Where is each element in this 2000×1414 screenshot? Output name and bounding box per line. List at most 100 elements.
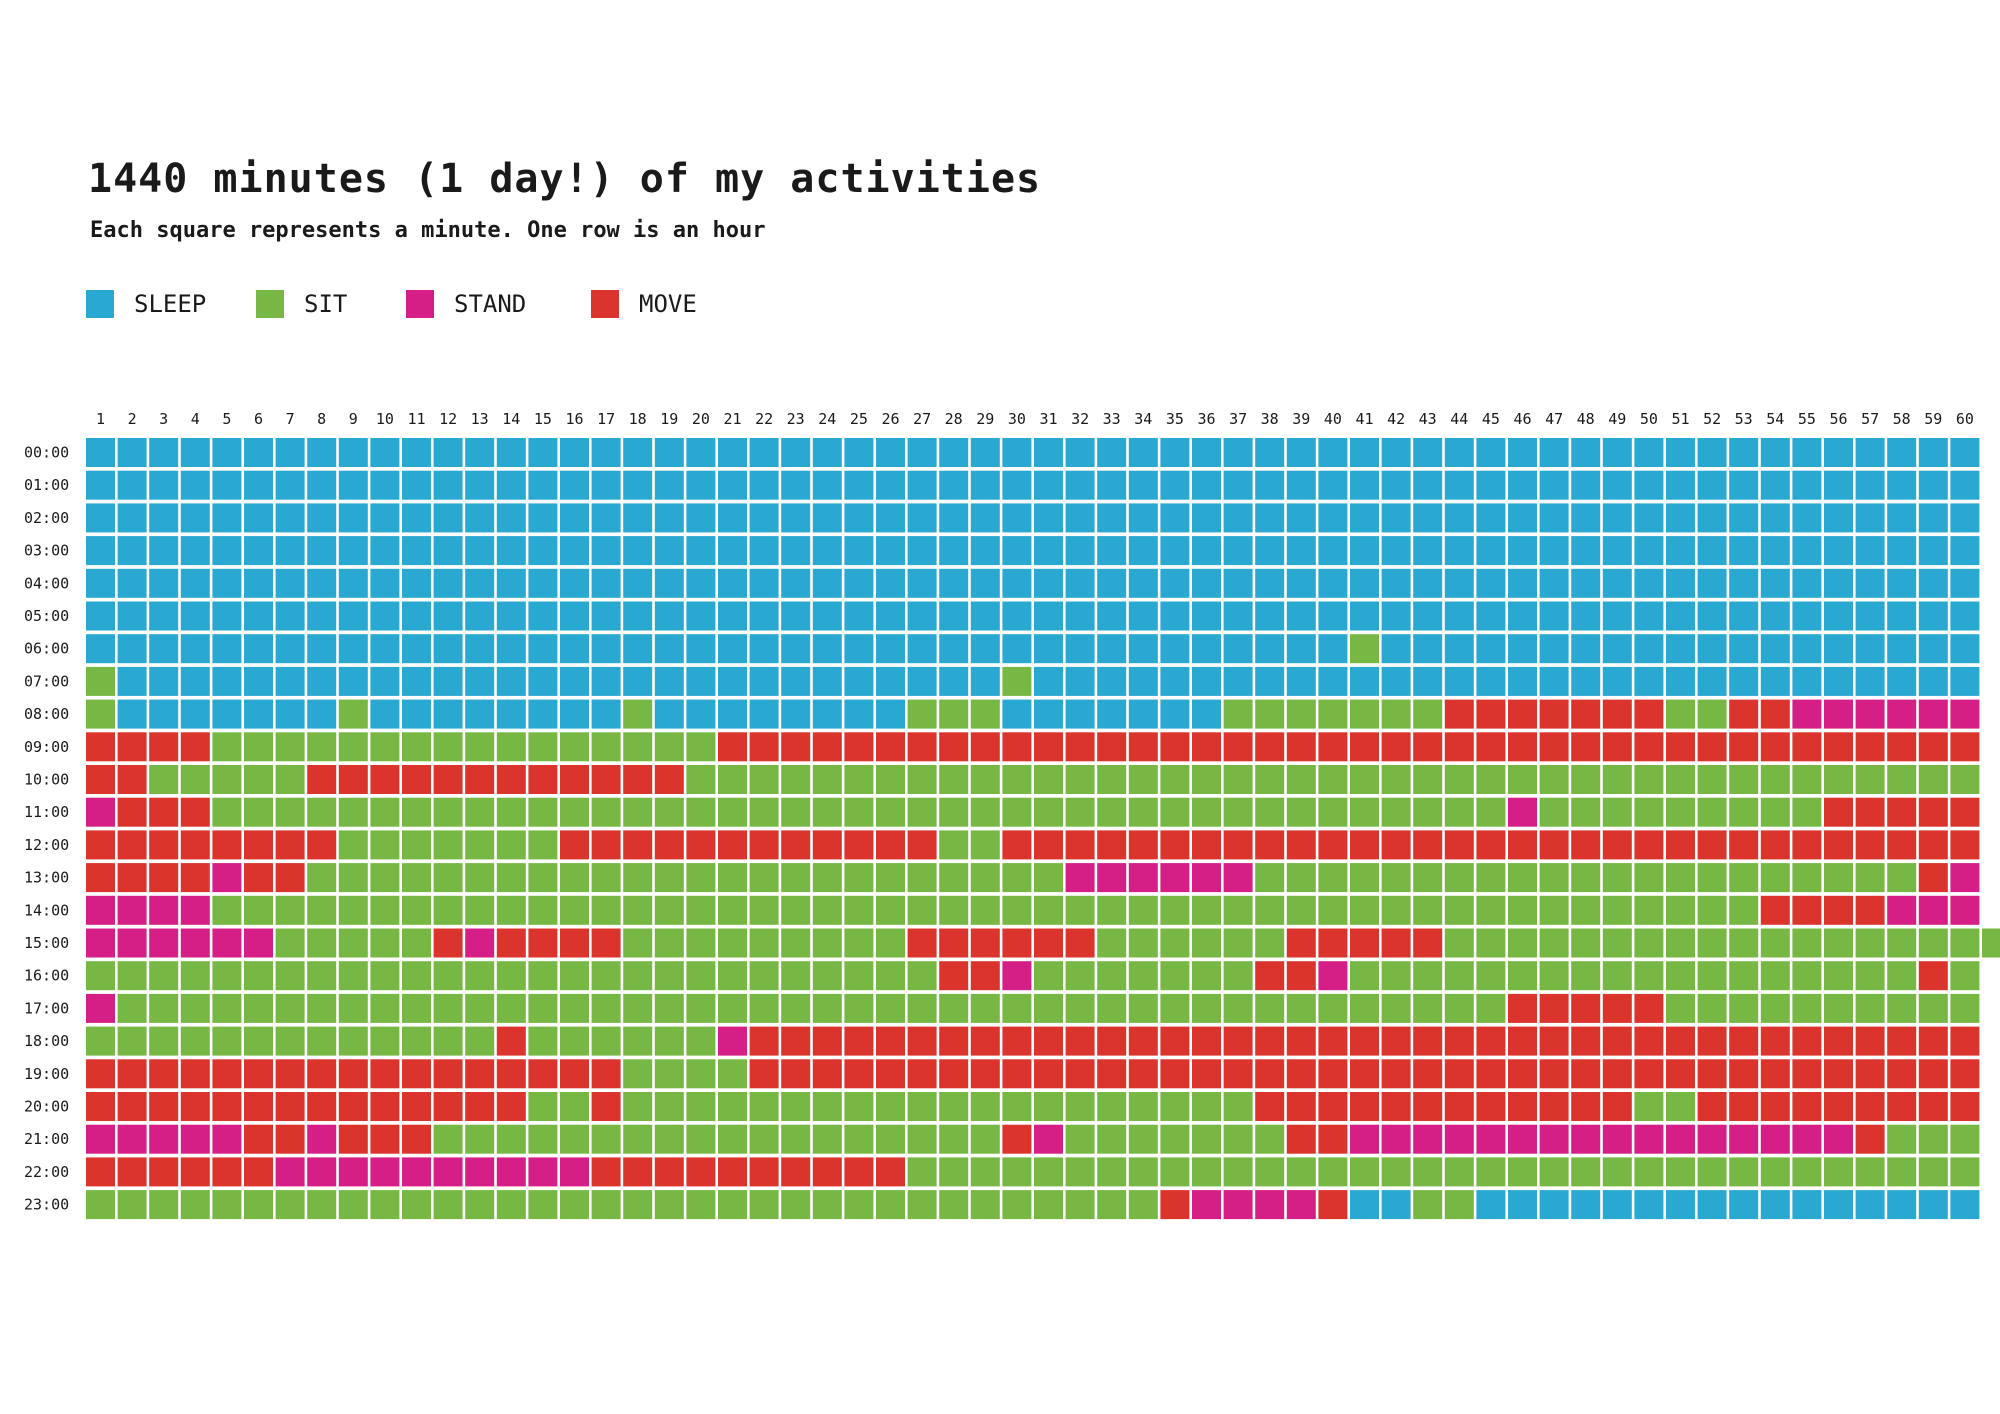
minute-cell: [1255, 961, 1285, 991]
minute-cell: [1128, 797, 1158, 827]
minute-cell: [1350, 863, 1379, 893]
minute-cell: [1666, 503, 1695, 533]
minute-cell: [1223, 830, 1253, 860]
minute-cell: [749, 470, 779, 500]
minute-cell: [1824, 1092, 1853, 1121]
minute-cell: [1634, 797, 1664, 827]
minute-cell: [686, 797, 716, 827]
minute-cell: [1350, 601, 1379, 631]
minute-cell: [1318, 1124, 1348, 1154]
minute-cell: [1539, 1124, 1569, 1154]
minute-cell: [1539, 1157, 1569, 1187]
minute-cell: [907, 1092, 937, 1121]
minute-cell: [1666, 568, 1695, 598]
minute-cell: [1760, 1026, 1790, 1056]
minute-cell: [1223, 1157, 1253, 1187]
minute-cell: [402, 1157, 431, 1187]
x-tick-label: 5: [222, 410, 231, 428]
minute-cell: [465, 438, 495, 467]
minute-cell: [1855, 536, 1885, 566]
minute-cell: [1824, 993, 1853, 1023]
minute-cell: [1034, 1157, 1063, 1187]
minute-cell: [212, 993, 242, 1023]
minute-cell: [970, 1059, 1000, 1089]
y-tick-label: 14:00: [24, 901, 69, 919]
minute-cell: [1697, 1190, 1727, 1220]
minute-cell: [86, 601, 115, 631]
minute-cell: [1065, 470, 1095, 500]
minute-cell: [1128, 536, 1158, 566]
minute-cell: [749, 438, 779, 467]
minute-cell: [686, 1157, 716, 1187]
minute-cell: [749, 1157, 779, 1187]
minute-cell: [623, 666, 653, 696]
minute-cell: [970, 536, 1000, 566]
minute-cell: [1792, 568, 1822, 598]
minute-cell: [844, 961, 874, 991]
minute-cell: [1602, 634, 1632, 664]
minute-cell: [1128, 1190, 1158, 1220]
minute-cell: [1666, 928, 1695, 958]
minute-cell: [338, 503, 368, 533]
minute-cell: [1792, 895, 1822, 925]
minute-cell: [1128, 470, 1158, 500]
minute-cell: [1223, 699, 1253, 729]
minute-cell: [970, 503, 1000, 533]
minute-cell: [180, 1059, 210, 1089]
minute-cell: [1192, 830, 1221, 860]
minute-cell: [117, 1092, 147, 1121]
minute-cell: [1476, 993, 1506, 1023]
minute-cell: [1792, 536, 1822, 566]
minute-cell: [1192, 601, 1221, 631]
minute-cell: [1666, 438, 1695, 467]
minute-cell: [939, 1092, 969, 1121]
minute-cell: [1950, 601, 1980, 631]
minute-cell: [180, 863, 210, 893]
minute-cell: [1286, 699, 1316, 729]
minute-cell: [1413, 961, 1443, 991]
minute-cell: [812, 666, 842, 696]
minute-cell: [496, 634, 526, 664]
minute-cell: [370, 438, 400, 467]
minute-cell: [1160, 863, 1190, 893]
minute-cell: [1602, 666, 1632, 696]
minute-cell: [1255, 1059, 1285, 1089]
minute-cell: [1729, 1059, 1759, 1089]
minute-cell: [1381, 536, 1411, 566]
minute-cell: [86, 634, 115, 664]
minute-cell: [370, 797, 400, 827]
minute-cell: [1413, 1059, 1443, 1089]
x-tick-label: 25: [850, 410, 868, 428]
minute-cell: [560, 634, 589, 664]
minute-cell: [591, 666, 621, 696]
minute-cell: [465, 765, 495, 794]
minute-cell: [1666, 1157, 1695, 1187]
minute-cell: [1413, 1124, 1443, 1154]
x-tick-label: 43: [1419, 410, 1437, 428]
minute-cell: [1824, 699, 1853, 729]
minute-cell: [275, 568, 305, 598]
minute-cell: [1192, 797, 1221, 827]
y-tick-label: 01:00: [24, 476, 69, 494]
minute-cell: [1697, 1026, 1727, 1056]
minute-cell: [1508, 1157, 1537, 1187]
minute-cell: [1634, 1124, 1664, 1154]
minute-cell: [1729, 634, 1759, 664]
minute-cell: [749, 601, 779, 631]
minute-cell: [718, 765, 747, 794]
minute-cell: [1350, 765, 1379, 794]
minute-cell: [1065, 993, 1095, 1023]
minute-cell: [1760, 503, 1790, 533]
minute-cell: [1697, 1124, 1727, 1154]
minute-cell: [749, 928, 779, 958]
minute-cell: [844, 765, 874, 794]
minute-cell: [812, 1157, 842, 1187]
minute-cell: [402, 601, 431, 631]
minute-cell: [433, 634, 463, 664]
minute-cell: [402, 1124, 431, 1154]
minute-cell: [1381, 1157, 1411, 1187]
minute-cell: [86, 1092, 115, 1121]
minute-cell: [1065, 1092, 1095, 1121]
minute-cell: [623, 993, 653, 1023]
minute-cell: [1918, 1026, 1948, 1056]
